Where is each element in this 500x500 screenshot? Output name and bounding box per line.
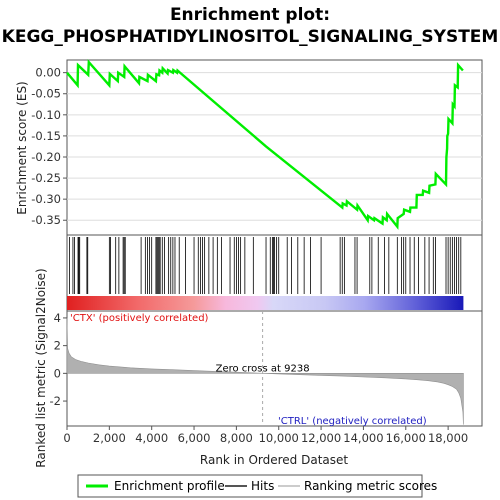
xtick-label: 6,000 — [178, 431, 211, 445]
xtick-label: 4,000 — [135, 431, 168, 445]
xtick-label: 16,000 — [386, 431, 426, 445]
xtick-label: 2,000 — [93, 431, 126, 445]
positive-correlation-label: 'CTX' (positively correlated) — [70, 313, 209, 324]
xtick-label: 10,000 — [259, 431, 299, 445]
chart-title-line2: KEGG_PHOSPHATIDYLINOSITOL_SIGNALING_SYST… — [2, 27, 499, 47]
rank-color-bar — [67, 296, 464, 310]
x-axis-label: Rank in Ordered Dataset — [200, 453, 348, 467]
es-ytick-label: -0.20 — [31, 150, 61, 164]
legend-label-profile: Enrichment profile — [114, 479, 225, 493]
chart-title-line1: Enrichment plot: — [170, 5, 330, 25]
metric-ytick-label: 4 — [54, 311, 61, 325]
zero-cross-label: Zero cross at 9238 — [216, 363, 310, 374]
metric-ytick-label: 0 — [54, 366, 61, 380]
xtick-label: 0 — [63, 431, 70, 445]
es-ytick-label: -0.10 — [31, 108, 61, 122]
metric-ytick-label: -2 — [50, 394, 61, 408]
xtick-label: 8,000 — [220, 431, 253, 445]
es-ytick-label: -0.05 — [31, 87, 61, 101]
xtick-label: 12,000 — [301, 431, 341, 445]
legend-label-hits: Hits — [251, 479, 274, 493]
es-ytick-label: 0.00 — [35, 66, 61, 80]
es-ytick-label: -0.30 — [31, 192, 61, 206]
metric-ylabel: Ranked list metric (Signal2Noise) — [34, 268, 48, 467]
metric-panel: Zero cross at 9238 'CTX' (positively cor… — [34, 268, 483, 468]
legend-label-metric: Ranking metric scores — [304, 479, 437, 493]
ranking-metric-area — [66, 317, 464, 425]
xtick-label: 14,000 — [343, 431, 383, 445]
es-ytick-label: -0.25 — [31, 171, 61, 185]
xtick-label: 18,000 — [428, 431, 468, 445]
hits-panel — [66, 234, 483, 312]
es-ylabel: Enrichment score (ES) — [15, 81, 29, 214]
negative-correlation-label: 'CTRL' (negatively correlated) — [278, 416, 427, 427]
enrichment-profile-line — [66, 59, 464, 230]
es-ytick-label: -0.15 — [31, 129, 61, 143]
metric-ytick-label: 2 — [54, 339, 61, 353]
es-panel: 0.00-0.05-0.10-0.15-0.20-0.25-0.30-0.35 … — [15, 59, 483, 236]
es-ytick-label: -0.35 — [31, 213, 61, 227]
legend: Enrichment profile Hits Ranking metric s… — [77, 474, 437, 498]
legend-box — [77, 474, 423, 498]
es-panel-frame — [66, 59, 483, 236]
